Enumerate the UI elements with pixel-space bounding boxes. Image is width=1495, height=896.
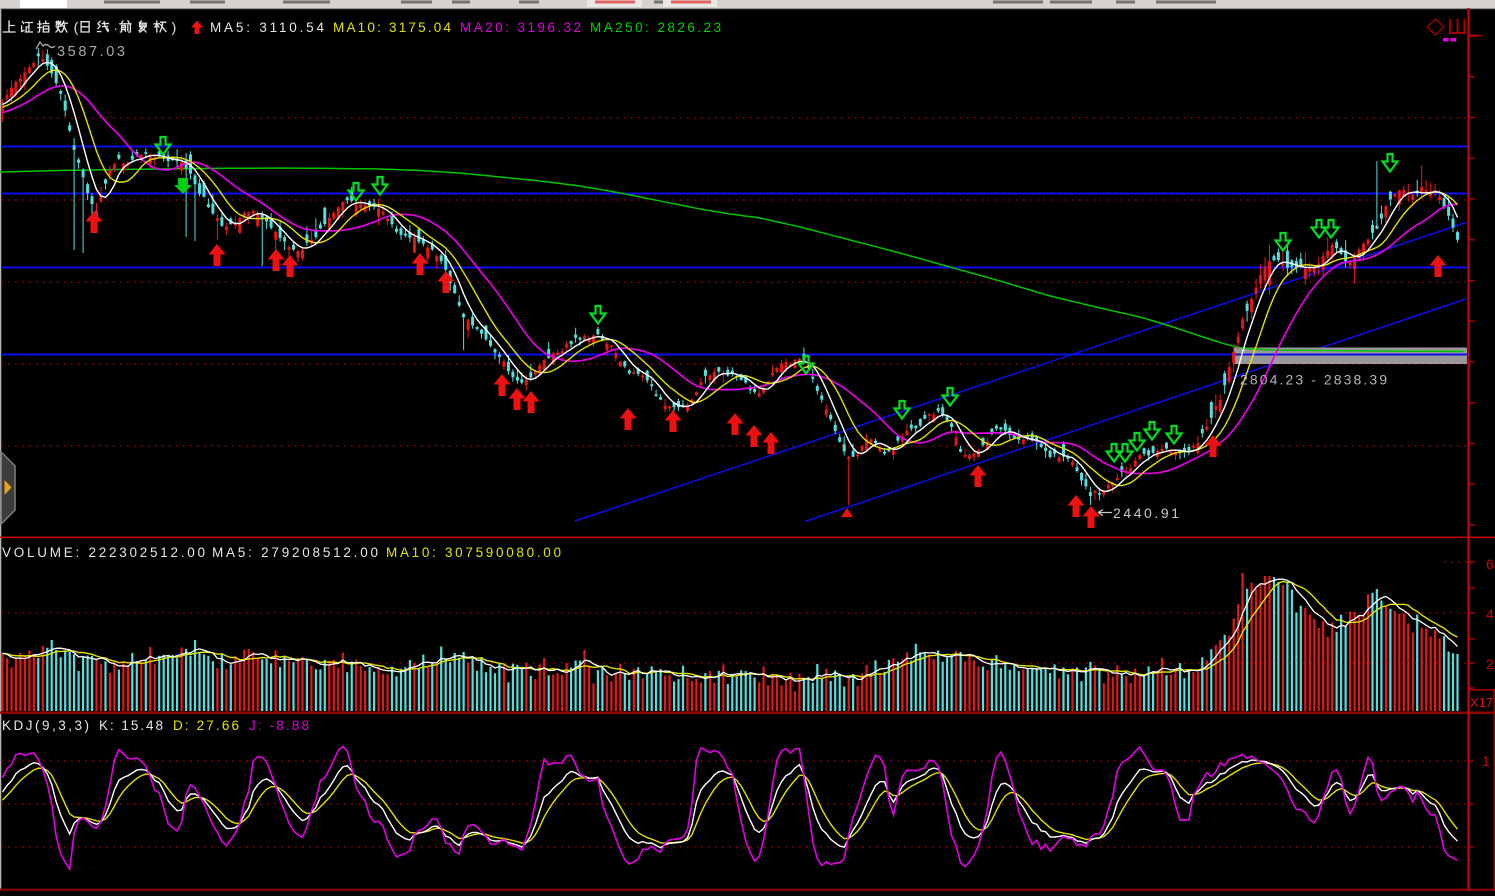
- svg-text:3587.03: 3587.03: [57, 44, 125, 60]
- svg-text:2804.23 - 2838.39: 2804.23 - 2838.39: [1240, 372, 1387, 388]
- svg-text:MA5: 279208512.00: MA5: 279208512.00: [212, 545, 378, 560]
- svg-text:): ): [172, 19, 177, 35]
- svg-text:4: 4: [1486, 606, 1494, 622]
- svg-text:(: (: [74, 19, 79, 35]
- svg-text:6: 6: [1486, 556, 1494, 572]
- svg-text:MA10: 3175.04: MA10: 3175.04: [333, 20, 451, 35]
- svg-text:J: -8.88: J: -8.88: [249, 718, 309, 733]
- svg-text:1: 1: [1482, 753, 1490, 769]
- svg-text:MA20: 3196.32: MA20: 3196.32: [460, 20, 581, 35]
- svg-text:2440.91: 2440.91: [1113, 505, 1179, 521]
- svg-text:K: 15.48: K: 15.48: [99, 718, 163, 733]
- svg-text:VOLUME: 222302512.00: VOLUME: 222302512.00: [2, 545, 205, 560]
- svg-text:.: .: [114, 18, 118, 33]
- svg-text:2: 2: [1486, 656, 1494, 672]
- svg-text:KDJ(9,3,3): KDJ(9,3,3): [2, 718, 89, 733]
- svg-text:X17: X17: [1470, 695, 1493, 710]
